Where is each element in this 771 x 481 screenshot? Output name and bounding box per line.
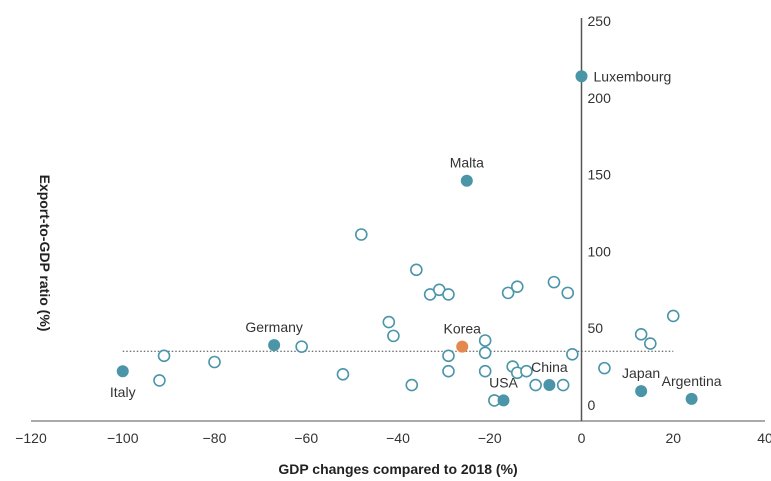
scatter-point <box>547 275 561 289</box>
scatter-point <box>529 378 542 392</box>
scatter-point-china <box>543 379 556 392</box>
scatter-point <box>336 367 350 381</box>
scatter-point <box>478 346 492 360</box>
scatter-point <box>666 309 680 323</box>
scatter-point-usa <box>497 394 510 407</box>
point-label-luxembourg: Luxembourg <box>594 68 672 84</box>
point-label-usa: USA <box>489 374 518 390</box>
scatter-point-argentina <box>685 392 698 405</box>
point-label-malta: Malta <box>450 155 484 171</box>
x-axis-title: GDP changes compared to 2018 (%) <box>278 461 517 477</box>
scatter-point <box>510 280 524 294</box>
y-tick-labels: 0 50 100 150 200 250 <box>588 13 612 413</box>
scatter-point <box>354 228 368 241</box>
x-tick-label: −40 <box>386 430 410 446</box>
scatter-point <box>208 355 221 369</box>
scatter-point <box>382 315 396 329</box>
y-tick-label: 100 <box>588 243 612 259</box>
scatter-point-luxembourg <box>575 70 588 83</box>
y-tick-label: 0 <box>588 397 596 413</box>
x-tick-label: −120 <box>15 430 47 446</box>
data-points <box>116 70 698 407</box>
x-tick-label: 20 <box>665 430 681 446</box>
point-label-italy: Italy <box>110 384 136 400</box>
scatter-point <box>295 340 308 353</box>
point-label-japan: Japan <box>622 365 660 381</box>
scatter-point <box>153 374 166 387</box>
scatter-point-korea <box>456 340 469 353</box>
scatter-point <box>520 364 533 378</box>
scatter-point <box>387 329 400 343</box>
y-tick-label: 150 <box>588 167 612 183</box>
y-axis-title: Export-to-GDP ratio (%) <box>37 175 53 332</box>
scatter-point <box>478 364 492 378</box>
scatter-point <box>442 349 455 363</box>
point-label-china: China <box>531 359 568 375</box>
scatter-point <box>598 361 611 375</box>
axes-layer <box>31 18 765 422</box>
scatter-point <box>501 286 515 300</box>
y-tick-label: 250 <box>588 13 612 29</box>
scatter-point-malta <box>460 174 473 187</box>
scatter-point <box>478 334 492 347</box>
scatter-point <box>442 288 455 301</box>
point-label-korea: Korea <box>444 321 482 337</box>
y-tick-label: 50 <box>588 320 604 336</box>
x-tick-label: −20 <box>478 430 502 446</box>
point-labels: Luxembourg Malta Germany Korea Italy China USA… <box>110 68 722 400</box>
y-tick-label: 200 <box>588 90 612 106</box>
scatter-point <box>410 263 423 277</box>
scatter-point-italy <box>116 365 129 378</box>
scatter-point <box>566 348 579 361</box>
scatter-point-japan <box>635 385 648 398</box>
scatter-point <box>644 337 657 350</box>
point-label-germany: Germany <box>245 319 303 335</box>
x-tick-label: −60 <box>294 430 318 446</box>
x-tick-label: 0 <box>578 430 586 446</box>
scatter-point <box>561 286 575 300</box>
x-tick-label: −100 <box>107 430 139 446</box>
point-label-argentina: Argentina <box>662 373 722 389</box>
scatter-point-germany <box>268 339 281 352</box>
x-tick-label: 40 <box>757 430 771 446</box>
scatter-point <box>634 328 648 341</box>
x-tick-label: −80 <box>203 430 227 446</box>
scatter-point <box>556 378 570 392</box>
scatter-point <box>157 349 171 363</box>
x-tick-labels: −120 −100 −80 −60 −40 −20 0 20 40 <box>15 430 771 446</box>
scatter-point <box>442 364 455 378</box>
scatter-point <box>405 378 419 392</box>
